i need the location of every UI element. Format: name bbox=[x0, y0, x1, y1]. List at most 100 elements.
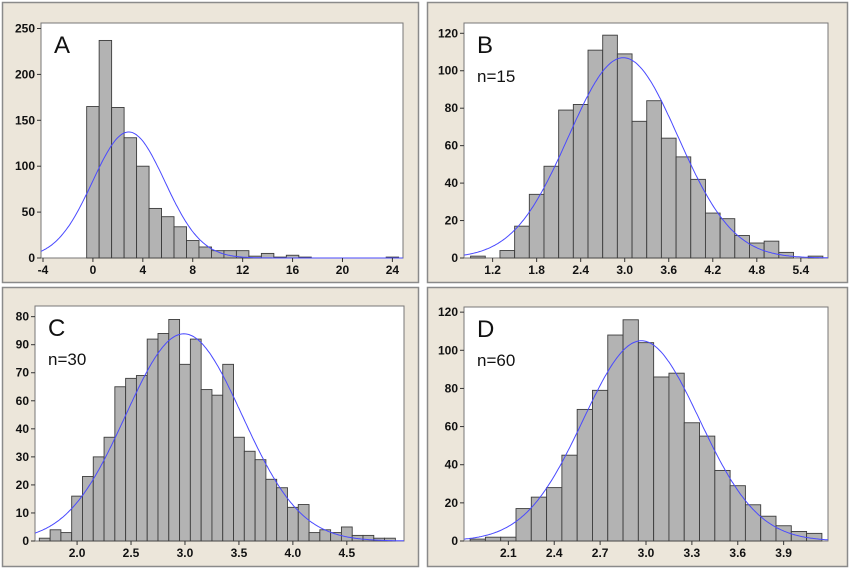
x-tick-label: 4.2 bbox=[704, 263, 721, 277]
histogram-bar bbox=[157, 333, 170, 542]
histogram-bar bbox=[576, 408, 593, 542]
histogram-bar bbox=[103, 436, 116, 542]
normal-fit-curve bbox=[463, 340, 828, 541]
panel-letter: B bbox=[477, 32, 493, 59]
histogram-bar bbox=[561, 454, 578, 542]
x-tick-label: 2.0 bbox=[69, 546, 86, 560]
x-tick-label: 1.8 bbox=[528, 263, 545, 277]
histogram-bar bbox=[469, 538, 486, 542]
x-tick-label: 2.4 bbox=[572, 263, 589, 277]
histogram-bar bbox=[660, 137, 677, 259]
histogram-bar bbox=[763, 240, 780, 259]
histogram-bar bbox=[222, 363, 234, 542]
histogram-bar bbox=[470, 255, 486, 259]
y-tick-label: 0 bbox=[22, 534, 29, 548]
histogram-bar bbox=[189, 338, 202, 542]
y-tick-label: 80 bbox=[445, 381, 459, 395]
histogram-bar bbox=[637, 342, 655, 542]
histogram-bar bbox=[528, 193, 545, 259]
x-tick-label: 4.0 bbox=[285, 546, 302, 560]
y-tick-label: 40 bbox=[16, 422, 30, 436]
histogram-bar bbox=[287, 506, 299, 542]
histogram-bar bbox=[546, 487, 563, 542]
histogram-bar bbox=[297, 504, 310, 542]
histogram-bar bbox=[211, 394, 224, 542]
x-tick-label: 12 bbox=[236, 263, 250, 277]
y-tick-label: 100 bbox=[438, 343, 458, 357]
histogram-bar bbox=[622, 319, 639, 542]
x-tick-label: 4.5 bbox=[338, 546, 355, 560]
histogram-bar bbox=[135, 375, 148, 542]
x-tick-label: 20 bbox=[336, 263, 350, 277]
panel-letter: D bbox=[477, 316, 494, 343]
histogram-bar bbox=[146, 338, 159, 542]
histogram-bar bbox=[340, 526, 353, 542]
histogram-bar bbox=[148, 207, 162, 259]
histogram-bar bbox=[186, 240, 200, 259]
x-tick-label: 4 bbox=[139, 263, 146, 277]
histogram-bar bbox=[82, 476, 94, 542]
histogram-bar bbox=[704, 212, 721, 259]
histogram-bar bbox=[530, 496, 548, 542]
x-tick-label: 3.0 bbox=[616, 263, 633, 277]
y-tick-label: 0 bbox=[451, 534, 458, 548]
histogram-bar bbox=[111, 107, 125, 259]
histogram-bar bbox=[515, 508, 532, 542]
histogram-bar bbox=[254, 459, 267, 542]
x-tick-label: 0 bbox=[90, 263, 97, 277]
y-tick-label: 0 bbox=[451, 251, 458, 265]
sample-size-label: n=60 bbox=[477, 351, 515, 370]
histogram-bar bbox=[592, 389, 609, 542]
histogram-bar bbox=[646, 100, 662, 259]
histogram-bar bbox=[484, 536, 502, 542]
y-tick-label: 60 bbox=[445, 139, 459, 153]
histogram-bar bbox=[806, 532, 823, 542]
x-tick-label: 3.3 bbox=[684, 546, 701, 560]
x-tick-label: 24 bbox=[386, 263, 400, 277]
histogram-bar bbox=[653, 376, 670, 542]
histogram-bar bbox=[200, 389, 213, 542]
histogram-bar bbox=[86, 106, 100, 259]
histogram-bar bbox=[572, 104, 589, 259]
normal-fit-curve bbox=[34, 333, 404, 542]
normal-fit-curve bbox=[463, 57, 828, 259]
histogram-bar bbox=[136, 165, 150, 259]
histogram-bar bbox=[558, 109, 574, 259]
sample-size-label: n=15 bbox=[477, 67, 515, 86]
y-tick-label: 120 bbox=[438, 26, 458, 40]
y-tick-label: 20 bbox=[445, 214, 459, 228]
panel-c: 2.0 2.5 3.0 3.5 4.0 4.5 0 10 20 30 40 60 70 90 80 Cn=30 bbox=[1, 286, 420, 568]
y-tick-label: 120 bbox=[438, 305, 458, 319]
panel-letter: A bbox=[54, 32, 70, 59]
histogram-bar bbox=[499, 250, 516, 259]
x-tick-label: 5.4 bbox=[793, 263, 810, 277]
x-tick-label: 2.7 bbox=[592, 546, 609, 560]
panel-b: 1.2 1.8 2.4 3.0 3.6 4.2 4.8 5.4 0 20 40 60 80 100 120 B… bbox=[426, 1, 849, 284]
y-tick-label: 150 bbox=[15, 113, 35, 127]
y-tick-label: 80 bbox=[16, 310, 30, 324]
histogram-bar bbox=[308, 532, 321, 542]
x-tick-label: 2.5 bbox=[123, 546, 140, 560]
x-tick-label: 2.1 bbox=[500, 546, 517, 560]
histogram-bar bbox=[38, 537, 51, 542]
histogram-bar bbox=[500, 536, 517, 542]
histogram-bar bbox=[168, 319, 181, 542]
y-tick-label: 250 bbox=[15, 22, 35, 36]
x-tick-label: 1.2 bbox=[484, 263, 501, 277]
histogram-bar bbox=[60, 532, 73, 542]
y-tick-label: 100 bbox=[438, 64, 458, 78]
histogram-bar bbox=[233, 436, 245, 542]
histogram-bar bbox=[198, 246, 212, 259]
y-tick-label: 100 bbox=[15, 159, 35, 173]
x-tick-label: 3.0 bbox=[638, 546, 655, 560]
panel-letter: C bbox=[48, 315, 65, 342]
histogram-bar bbox=[729, 485, 746, 542]
histogram-bar bbox=[98, 39, 113, 259]
panel-d: 2.1 2.4 2.7 3.0 3.3 3.6 3.9 0 20 40 60 80 100 120 Dn=6… bbox=[426, 286, 849, 568]
histogram-bar bbox=[123, 137, 138, 259]
histogram-bar bbox=[265, 478, 278, 542]
histogram-bar bbox=[760, 515, 777, 542]
histogram-bar bbox=[690, 178, 706, 259]
